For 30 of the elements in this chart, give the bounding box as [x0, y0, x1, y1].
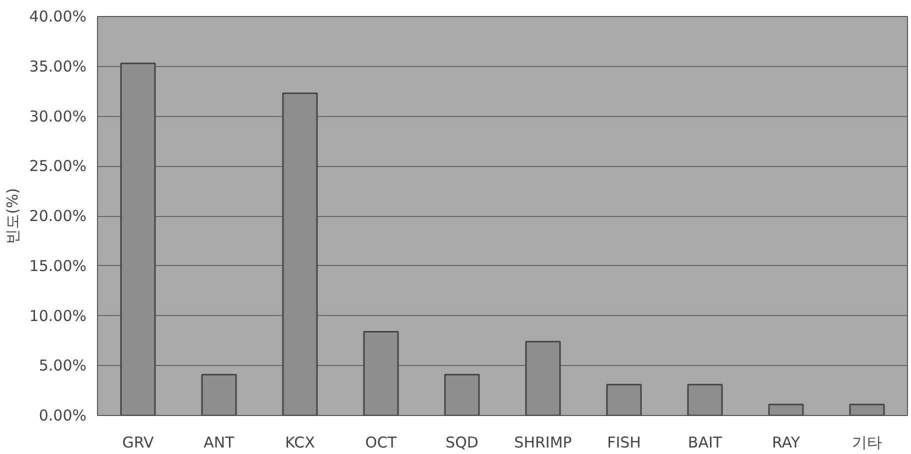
- y-tick-label: 20.00%: [29, 207, 87, 225]
- x-tick-label: GRV: [122, 434, 154, 452]
- bar: [201, 374, 237, 416]
- bar: [282, 92, 318, 416]
- y-tick-label: 5.00%: [38, 356, 87, 375]
- x-tick-label: OCT: [365, 434, 398, 452]
- x-tick-label: ANT: [204, 434, 236, 452]
- bar: [606, 384, 642, 416]
- x-tick-label: 기타: [852, 434, 882, 452]
- y-axis-title: 빈도(%): [3, 188, 22, 244]
- y-tick-label: 0.00%: [38, 406, 87, 424]
- y-tick-label: 30.00%: [29, 107, 87, 126]
- bar: [444, 374, 480, 416]
- y-tick-label: 40.00%: [29, 8, 87, 26]
- bar: [687, 384, 723, 416]
- bar: [849, 404, 885, 416]
- x-tick-label: KCX: [285, 434, 315, 452]
- bar: [363, 330, 399, 416]
- y-tick-label: 10.00%: [29, 306, 87, 325]
- x-tick-label: BAIT: [688, 434, 723, 452]
- y-tick-label: 15.00%: [29, 256, 87, 275]
- bar: [120, 62, 156, 416]
- x-tick-label: SQD: [446, 434, 478, 452]
- y-tick-label: 35.00%: [29, 57, 87, 76]
- x-tick-label: RAY: [772, 434, 801, 452]
- x-tick-label: FISH: [607, 434, 641, 452]
- y-tick-label: 25.00%: [29, 157, 87, 176]
- bar: [525, 340, 561, 416]
- x-tick-label: SHRIMP: [514, 434, 572, 452]
- bar: [768, 404, 804, 416]
